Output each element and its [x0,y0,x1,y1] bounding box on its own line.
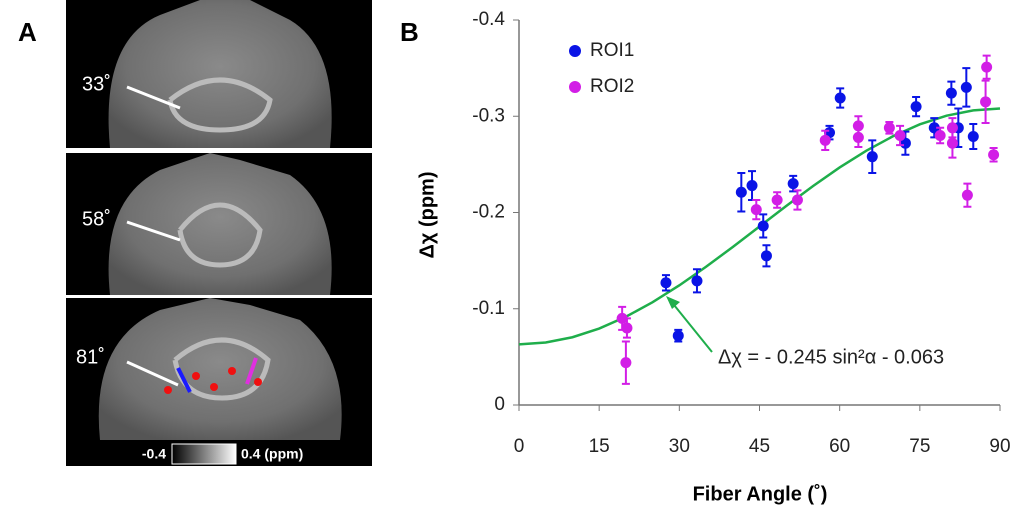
y-axis-title: Δχ (ppm) [416,172,438,259]
data-point [621,322,633,334]
data-point [620,357,632,369]
angle-label: 58˚ [82,208,111,230]
data-point [746,180,758,192]
data-point [981,61,993,73]
data-point [946,137,958,149]
x-tick-label: 60 [829,436,850,457]
data-point [961,189,973,201]
annotation-arrow [669,299,713,353]
data-point [791,194,803,206]
data-point [760,250,772,262]
panel-label: A [18,17,37,47]
x-tick-label: 30 [669,436,690,457]
data-point [660,277,672,289]
colorbar-label: -0.4 [142,446,166,462]
data-point [945,87,957,99]
data-point [946,122,958,134]
legend-label: ROI1 [590,40,634,61]
legend-marker [569,81,581,93]
data-point [691,275,703,287]
data-point [980,96,992,108]
annotation-arrowhead [666,296,680,309]
annotation: Δχ = - 0.245 sin²α - 0.063 [718,346,944,368]
data-point [757,220,769,232]
y-tick-label: -0.1 [472,298,505,319]
panel-label: B [400,17,419,47]
data-point [672,330,684,342]
y-tick-label: -0.2 [472,202,505,223]
x-tick-label: 0 [514,436,525,457]
data-point [616,312,628,324]
x-tick-label: 45 [749,436,770,457]
legend-marker [569,45,581,57]
data-point [934,130,946,141]
data-point [750,204,762,216]
data-point [819,134,831,146]
colorbar-label: 0.4 (ppm) [241,446,303,462]
data-point [866,151,878,163]
data-point [894,130,906,141]
y-tick-label: -0.4 [472,9,505,30]
data-point [988,149,1000,161]
y-tick-label: -0.3 [472,105,505,126]
x-axis-title: Fiber Angle (˚) [693,482,828,505]
data-point [771,194,783,206]
angle-label: 81˚ [76,346,105,368]
x-tick-label: 15 [589,436,610,457]
data-point [735,186,747,198]
x-tick-label: 90 [989,436,1010,457]
data-point [852,131,864,143]
angle-label: 33˚ [82,73,111,95]
data-point [967,130,979,142]
mri-images [66,0,372,466]
y-tick-label: 0 [494,394,505,415]
data-point [883,122,895,134]
data-point [834,92,846,104]
data-point [928,122,940,134]
legend-label: ROI2 [590,76,634,97]
data-point [787,178,799,190]
data-point [960,81,972,93]
data-point [910,101,922,113]
x-tick-label: 75 [909,436,930,457]
